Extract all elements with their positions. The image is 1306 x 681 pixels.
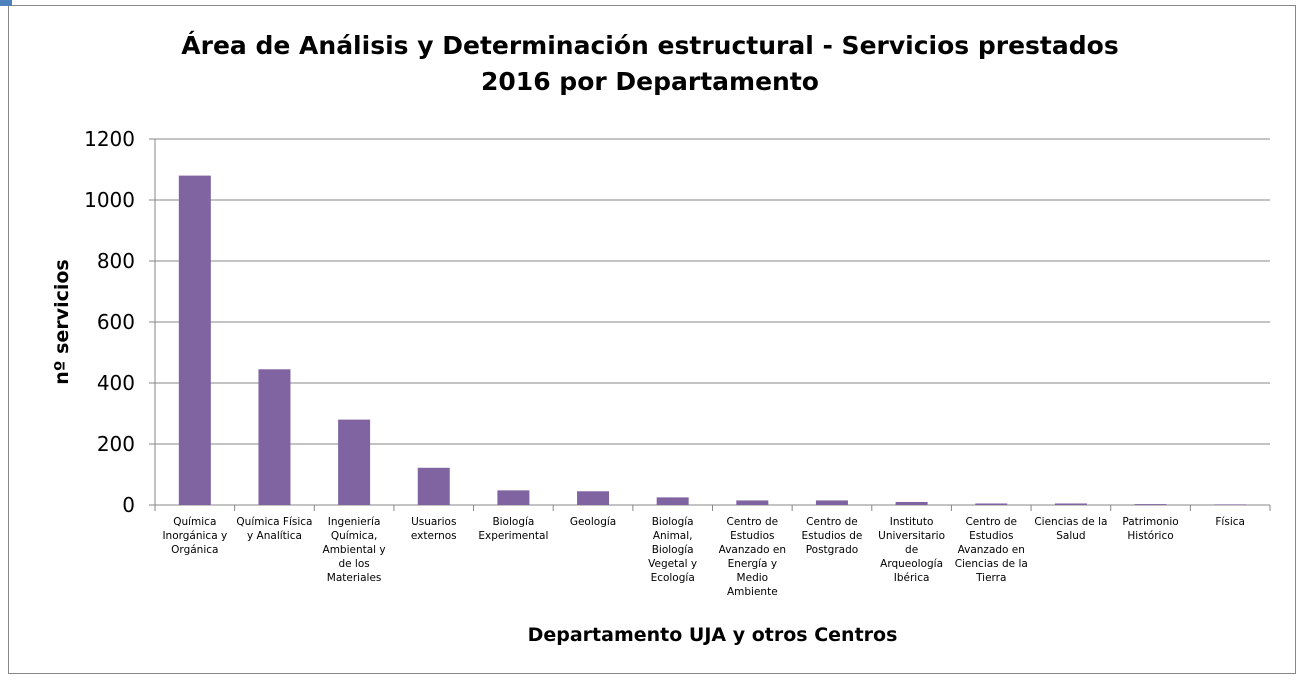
x-tick-label: Biología Experimental xyxy=(478,516,549,542)
y-tick-label: 1000 xyxy=(84,188,135,212)
y-tick-label: 0 xyxy=(122,493,135,517)
bar xyxy=(178,175,211,505)
bar xyxy=(1134,504,1167,505)
x-tick-label: Centro de Estudios de Postgrado xyxy=(801,516,863,556)
x-tick-label: Centro de Estudios Avanzado en Energía y… xyxy=(718,516,786,598)
x-tick-label: Instituto Universitario de Arqueología I… xyxy=(878,516,946,584)
bar xyxy=(417,467,450,505)
y-tick-label: 1200 xyxy=(84,127,135,151)
x-tick-label: Ingeniería Química, Ambiental y de los M… xyxy=(322,516,386,584)
y-tick-label: 800 xyxy=(96,249,135,273)
chart-title: Área de Análisis y Determinación estruct… xyxy=(181,31,1119,96)
bar xyxy=(497,490,530,505)
x-tick-label: Biología Animal, Biología Vegetal y Ecol… xyxy=(648,516,698,584)
bar xyxy=(895,501,928,505)
y-tick-label: 400 xyxy=(96,371,135,395)
y-tick-label: 200 xyxy=(96,432,135,456)
bar xyxy=(736,500,769,505)
x-tick-label: Centro de Estudios Avanzado en Ciencias … xyxy=(954,516,1028,584)
bar xyxy=(1054,503,1087,505)
bar xyxy=(656,497,689,505)
x-tick-label: Química Inorgánica y Orgánica xyxy=(162,516,228,556)
bar xyxy=(815,500,848,505)
x-axis-label: Departamento UJA y otros Centros xyxy=(527,624,898,646)
chart-frame xyxy=(8,5,1296,674)
bar xyxy=(1214,504,1247,505)
x-tick-label: Química Física y Analítica xyxy=(236,516,313,542)
bar xyxy=(338,419,371,505)
y-tick-label: 600 xyxy=(96,310,135,334)
corner-icon xyxy=(0,0,12,6)
x-tick-label: Ciencias de la Salud xyxy=(1034,516,1108,542)
x-tick-label: Usuarios externos xyxy=(410,516,457,542)
bar xyxy=(258,369,291,505)
bar xyxy=(975,503,1008,505)
x-tick-label: Geología xyxy=(569,516,617,528)
x-tick-label: Física xyxy=(1215,516,1245,528)
x-tick-label: Patrimonio Histórico xyxy=(1122,516,1179,542)
bar xyxy=(577,491,610,505)
